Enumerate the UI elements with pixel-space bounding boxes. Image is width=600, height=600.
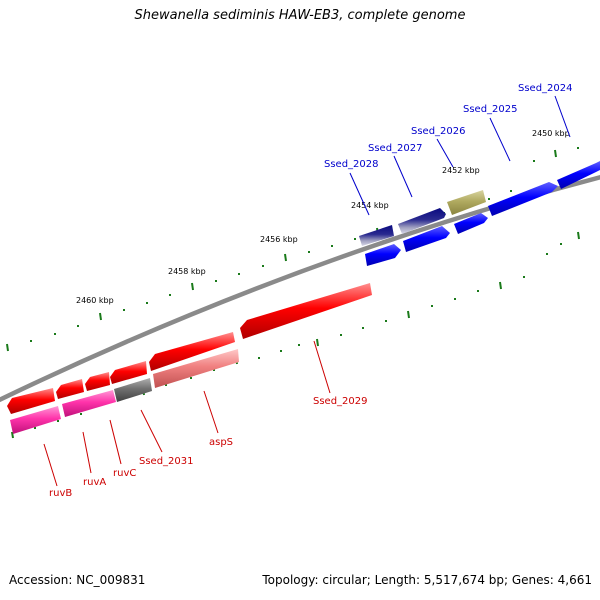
scale-tick (99, 312, 102, 321)
gene-ssed-2025[interactable] (488, 182, 558, 216)
gene-red-e[interactable] (7, 388, 55, 414)
gene-ssed-2026[interactable] (447, 190, 486, 215)
label-leaders (43, 95, 571, 487)
scale-label-2454: 2454 kbp (351, 201, 389, 210)
leader-ssed-2029 (313, 340, 331, 394)
label-ruvc: ruvC (113, 468, 136, 479)
gene-red-d[interactable] (56, 379, 84, 399)
gene-ssed-2024[interactable] (557, 161, 600, 189)
map-title: Shewanella sediminis HAW-EB3, complete g… (134, 8, 466, 23)
scale-label-2450: 2450 kbp (532, 129, 570, 138)
scale-label-2458: 2458 kbp (168, 267, 206, 276)
scale-tick (554, 149, 557, 158)
gene-asps[interactable] (153, 349, 239, 388)
scale-label-2456: 2456 kbp (260, 235, 298, 244)
leader-asps (203, 390, 219, 434)
accession-text: Accession: NC_009831 (9, 573, 146, 587)
gene-red-a[interactable] (149, 332, 235, 371)
scale-tick (577, 231, 580, 240)
gene-red-b[interactable] (110, 361, 147, 384)
scale-label-2452: 2452 kbp (442, 166, 480, 175)
scale-tick (316, 338, 319, 347)
scale-tick (407, 310, 410, 319)
gene-ruva-ruvb[interactable] (10, 406, 61, 434)
label-ssed-2029: Ssed_2029 (313, 396, 368, 407)
label-ruvb: ruvB (49, 488, 72, 499)
genome-summary-text: Topology: circular; Length: 5,517,674 bp… (262, 573, 592, 587)
label-ssed-2026: Ssed_2026 (411, 126, 466, 137)
reverse-strand-genes (7, 283, 372, 434)
label-ssed-2025: Ssed_2025 (463, 104, 518, 115)
label-ssed-2027: Ssed_2027 (368, 143, 423, 154)
scale-tick (499, 281, 502, 290)
scale-tick (191, 282, 194, 291)
gene-ssed-2028[interactable] (359, 225, 394, 246)
gene-blue-b[interactable] (403, 226, 450, 252)
leader-ssed-2028 (349, 172, 370, 216)
label-ssed-2031: Ssed_2031 (139, 456, 194, 467)
leader-ruvc (109, 419, 122, 465)
leader-ssed-2026 (436, 138, 454, 168)
leader-ssed-2027 (393, 155, 413, 198)
leader-ruvb (43, 443, 58, 487)
gene-blue-a[interactable] (365, 244, 401, 266)
gene-blue-c[interactable] (454, 213, 488, 234)
scale-tick (284, 253, 287, 262)
label-asps: aspS (209, 437, 233, 448)
leader-ssed-2025 (489, 117, 511, 162)
gene-ruvc[interactable] (62, 390, 116, 417)
label-ssed-2028: Ssed_2028 (324, 159, 379, 170)
gene-ssed-2027[interactable] (398, 208, 446, 234)
leader-ssed-2031 (140, 409, 163, 453)
leader-ruva (82, 431, 92, 474)
label-ssed-2024: Ssed_2024 (518, 83, 573, 94)
gene-red-c[interactable] (85, 372, 110, 391)
leader-ssed-2024 (554, 95, 571, 138)
scale-tick (11, 431, 14, 439)
gene-ssed-2031[interactable] (114, 378, 152, 402)
genome-backbone (0, 174, 600, 403)
forward-strand-genes (359, 161, 600, 266)
scale-label-2460: 2460 kbp (76, 296, 114, 305)
gene-ssed-2029[interactable] (240, 283, 372, 339)
label-ruva: ruvA (83, 477, 106, 488)
scale-tick (6, 343, 9, 352)
